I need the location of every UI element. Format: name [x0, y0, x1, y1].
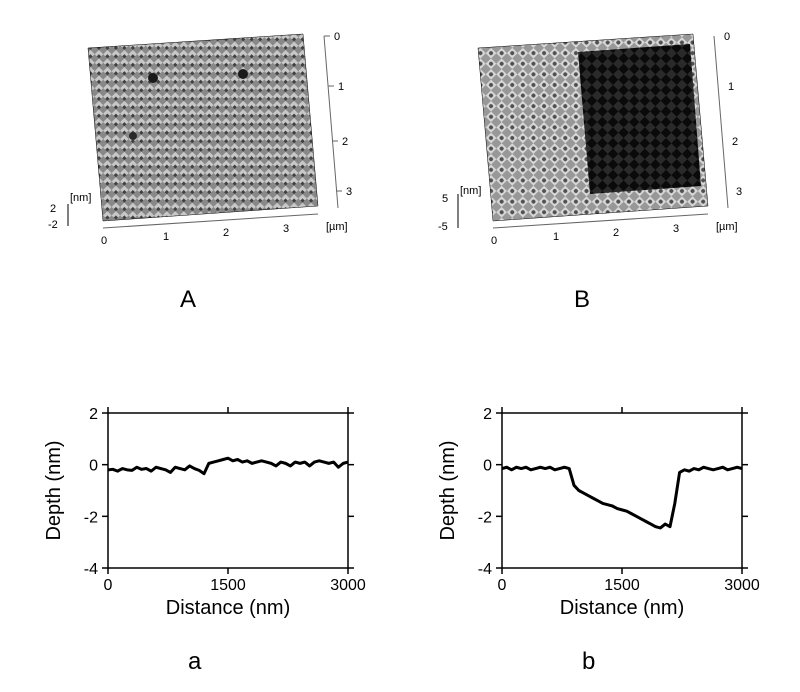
svg-text:3: 3 — [346, 186, 352, 198]
svg-text:Distance (nm): Distance (nm) — [560, 597, 684, 619]
svg-text:2: 2 — [732, 136, 738, 148]
svg-text:Depth (nm): Depth (nm) — [437, 440, 459, 540]
panel-a-label: A — [180, 286, 196, 314]
svg-text:1500: 1500 — [210, 577, 246, 594]
svg-text:1: 1 — [553, 231, 559, 243]
svg-text:-2: -2 — [48, 219, 58, 231]
svg-text:-4: -4 — [478, 561, 492, 578]
svg-text:1: 1 — [728, 81, 734, 93]
svg-text:3: 3 — [283, 223, 289, 235]
svg-text:3: 3 — [736, 186, 742, 198]
chart-a-label: a — [188, 648, 201, 676]
svg-text:1: 1 — [163, 231, 169, 243]
panel-b-label: B — [574, 286, 590, 314]
panel-b-svg: 5 -5 [nm] 0 1 2 3 0 1 2 3 [µm] — [438, 16, 748, 256]
svg-text:-2: -2 — [84, 509, 98, 526]
chart-a: -4 -2 0 2 0 1500 3000 Depth (nm) Distance (nm) — [38, 398, 368, 628]
svg-text:1: 1 — [338, 81, 344, 93]
svg-text:2: 2 — [342, 136, 348, 148]
svg-text:2: 2 — [613, 227, 619, 239]
svg-text:3: 3 — [673, 223, 679, 235]
svg-text:0: 0 — [491, 235, 497, 247]
svg-text:5: 5 — [442, 193, 448, 205]
svg-text:[nm]: [nm] — [460, 185, 481, 197]
chart-b-svg: -4 -2 0 2 0 1500 3000 Depth (nm) Distance (nm) — [432, 398, 762, 628]
svg-text:3000: 3000 — [724, 577, 760, 594]
svg-text:2: 2 — [483, 406, 492, 423]
svg-text:[µm]: [µm] — [326, 221, 348, 233]
svg-text:0: 0 — [101, 235, 107, 247]
panel-b-3d: 5 -5 [nm] 0 1 2 3 0 1 2 3 [µm] — [438, 16, 748, 256]
svg-text:0: 0 — [104, 577, 113, 594]
svg-text:3000: 3000 — [330, 577, 366, 594]
svg-text:0: 0 — [724, 31, 730, 43]
svg-text:0: 0 — [334, 31, 340, 43]
svg-text:2: 2 — [50, 203, 56, 215]
chart-b: -4 -2 0 2 0 1500 3000 Depth (nm) Distance (nm) — [432, 398, 762, 628]
svg-text:2: 2 — [89, 406, 98, 423]
svg-text:0: 0 — [89, 458, 98, 475]
svg-text:-4: -4 — [84, 561, 98, 578]
panel-a-svg: 2 -2 [nm] 0 1 2 3 0 1 2 3 [µm] — [48, 16, 358, 256]
svg-text:-2: -2 — [478, 509, 492, 526]
svg-text:-5: -5 — [438, 221, 448, 233]
svg-text:0: 0 — [498, 577, 507, 594]
svg-text:[nm]: [nm] — [70, 192, 91, 204]
svg-text:Distance (nm): Distance (nm) — [166, 597, 290, 619]
svg-text:0: 0 — [483, 458, 492, 475]
svg-text:[µm]: [µm] — [716, 221, 738, 233]
svg-text:Depth (nm): Depth (nm) — [43, 440, 65, 540]
chart-b-label: b — [582, 648, 595, 676]
panel-a-3d: 2 -2 [nm] 0 1 2 3 0 1 2 3 [µm] — [48, 16, 358, 256]
svg-text:1500: 1500 — [604, 577, 640, 594]
svg-text:2: 2 — [223, 227, 229, 239]
chart-a-svg: -4 -2 0 2 0 1500 3000 Depth (nm) Distance (nm) — [38, 398, 368, 628]
